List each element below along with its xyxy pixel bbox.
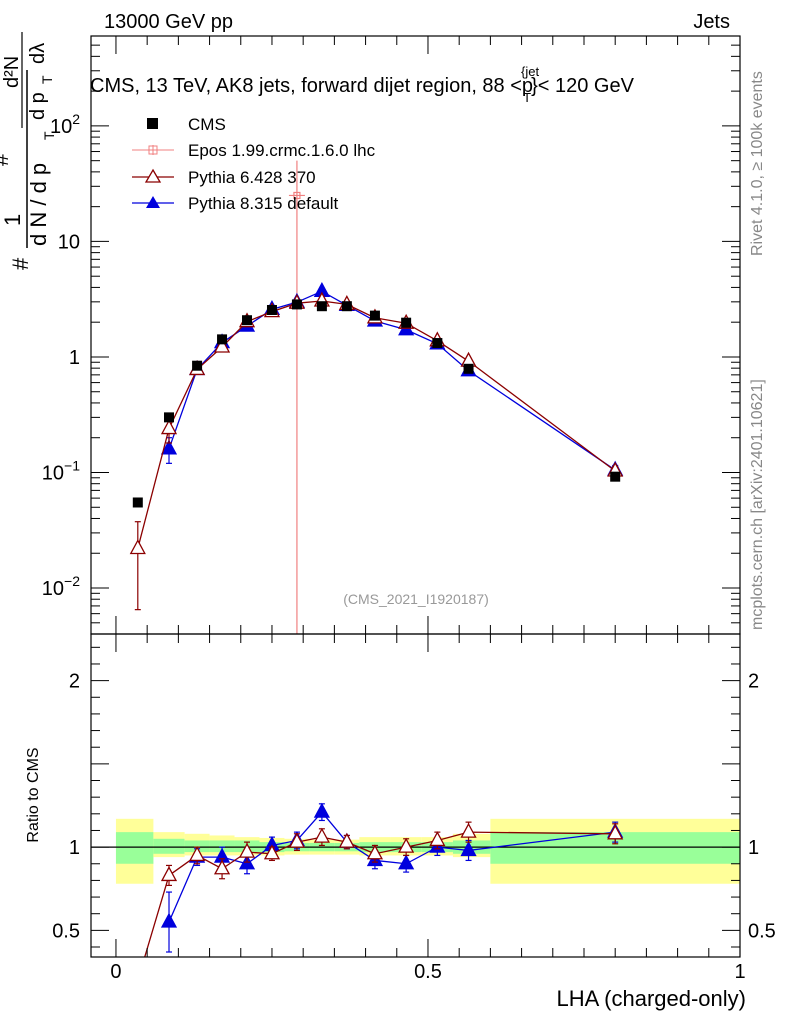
cms-marker	[266, 304, 277, 315]
cms-marker	[132, 497, 143, 508]
ratio-pythia6-marker	[429, 831, 446, 847]
ratio-tick-labels: 0.5 0.51 12 20 0.5 1	[52, 671, 776, 983]
cms-marker	[291, 299, 302, 310]
main-series-layer	[129, 160, 624, 634]
legend-marker-cms	[147, 118, 158, 129]
ratio-pythia8-marker	[460, 841, 477, 857]
ratio-band-inner	[153, 838, 185, 854]
ratio-bands	[115, 818, 740, 884]
main-ylabel: # 1 d N / d p T # d²N d p T dλ	[0, 32, 57, 270]
legend-label-pythia6: Pythia 6.428 370	[188, 168, 316, 187]
mcplots-info: mcplots.cern.ch [arXiv:2401.10621]	[749, 379, 766, 630]
ratio-pythia6-marker	[213, 859, 231, 875]
pythia6-marker	[129, 539, 146, 555]
cms-marker	[432, 338, 443, 349]
main-ytick-label: 10	[58, 231, 80, 253]
svg-text:d p: d p	[27, 92, 49, 120]
legend-label-pythia8: Pythia 8.315 default	[188, 194, 339, 213]
ratio-pythia6-marker	[460, 822, 477, 838]
legend-marker-pythia6	[132, 168, 174, 183]
svg-text:dλ: dλ	[27, 43, 49, 64]
legend-label-epos: Epos 1.99.crmc.1.6.0 lhc	[188, 141, 376, 160]
ratio-band-inner	[115, 832, 154, 864]
ratio-pythia6-marker	[160, 866, 178, 882]
ratio-ytick-label-right: 1	[748, 837, 759, 859]
cms-marker	[610, 471, 621, 482]
ratio-ytick-label-right: 0.5	[748, 920, 776, 942]
xtick-label: 0	[110, 961, 121, 983]
svg-text:1: 1	[0, 214, 25, 226]
ratio-ticks	[91, 634, 741, 957]
ratio-pythia6-marker	[398, 837, 415, 853]
ratio-pythia6-marker	[238, 842, 256, 858]
pythia6-marker	[160, 419, 178, 435]
ratio-pythia8-marker	[160, 912, 178, 928]
cms-marker	[369, 310, 380, 321]
ratio-pythia6-marker	[313, 827, 330, 843]
svg-text:T: T	[39, 75, 55, 84]
pythia6-line	[137, 300, 616, 549]
rivet-info: Rivet 4.1.0, ≥ 100k events	[749, 71, 766, 256]
ratio-band-inner	[209, 840, 235, 853]
analysis-watermark: (CMS_2021_I1920187)	[343, 591, 489, 607]
cms-marker	[242, 315, 253, 326]
pythia8-line	[168, 290, 616, 471]
ratio-ylabel: Ratio to CMS	[25, 747, 42, 842]
ratio-ytick-label: 1	[69, 837, 80, 859]
header-right: Jets	[693, 11, 730, 33]
cms-marker	[316, 301, 327, 312]
ratio-pythia6-marker	[288, 832, 306, 848]
legend-label-cms: CMS	[188, 115, 226, 134]
cms-marker	[341, 301, 352, 312]
main-ytick-label: 10−2	[42, 573, 80, 600]
svg-text:d²N: d²N	[1, 56, 23, 88]
main-ytick-labels: 10−2 10−1 1 10 102	[42, 111, 80, 600]
ratio-pythia6-marker	[607, 824, 624, 840]
cms-marker	[463, 363, 474, 374]
svg-text:#: #	[0, 153, 13, 166]
ratio-pythia6-marker	[338, 832, 355, 848]
main-ytick-label: 102	[50, 111, 80, 138]
ratio-ytick-label: 2	[69, 671, 80, 693]
xtick-label: 0.5	[414, 961, 442, 983]
legend-marker-epos	[132, 145, 174, 155]
main-title: CMS, 13 TeV, AK8 jets, forward dijet reg…	[90, 64, 635, 105]
main-ticks	[91, 35, 741, 635]
pythia8-marker	[160, 439, 178, 455]
ratio-ytick-label-right: 2	[748, 671, 759, 693]
main-ytick-label: 10−1	[42, 457, 80, 484]
main-ytick-label: 1	[69, 347, 80, 369]
legend: CMS Epos 1.99.crmc.1.6.0 lhc Pythia 6.42…	[132, 115, 376, 213]
ratio-pythia8-marker	[398, 854, 415, 870]
cms-marker	[401, 317, 412, 328]
cms-marker	[217, 334, 228, 345]
pythia6-marker	[213, 337, 231, 353]
ratio-pythia8-marker	[313, 802, 330, 818]
header-left: 13000 GeV pp	[104, 11, 233, 33]
cms-marker	[164, 412, 175, 423]
epos-marker	[293, 191, 301, 200]
ratio-ytick-label: 0.5	[52, 920, 80, 942]
ratio-plot-frame	[90, 633, 741, 958]
svg-text:#: #	[8, 257, 33, 270]
xlabel: LHA (charged-only)	[556, 986, 746, 1011]
legend-marker-pythia8	[132, 196, 174, 208]
ratio-series-layer	[144, 802, 624, 957]
main-plot: 10−2 10−1 1 10 102 CMS, 13 TeV, AK8 jets, fo…	[0, 32, 741, 635]
svg-text:d N / d p: d N / d p	[26, 163, 51, 246]
ratio-pythia6-marker	[263, 844, 281, 860]
cms-marker	[192, 360, 203, 371]
ratio-pythia6-marker	[366, 844, 384, 860]
svg-text:T: T	[41, 131, 57, 140]
ratio-plot: 0.5 0.51 12 20 0.5 1 Ratio to CMS LHA (charge…	[25, 633, 776, 1011]
xtick-label: 1	[734, 961, 745, 983]
ratio-pythia6-marker	[188, 846, 206, 862]
